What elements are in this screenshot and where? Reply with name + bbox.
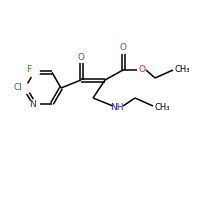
Text: O: O	[120, 44, 127, 52]
Text: O: O	[78, 52, 84, 62]
Text: O: O	[138, 66, 146, 74]
Text: NH: NH	[110, 104, 124, 112]
Text: F: F	[26, 65, 32, 74]
Text: Cl: Cl	[14, 84, 22, 92]
Text: CH₃: CH₃	[154, 102, 170, 112]
Text: CH₃: CH₃	[174, 64, 190, 73]
Text: N: N	[30, 100, 36, 109]
